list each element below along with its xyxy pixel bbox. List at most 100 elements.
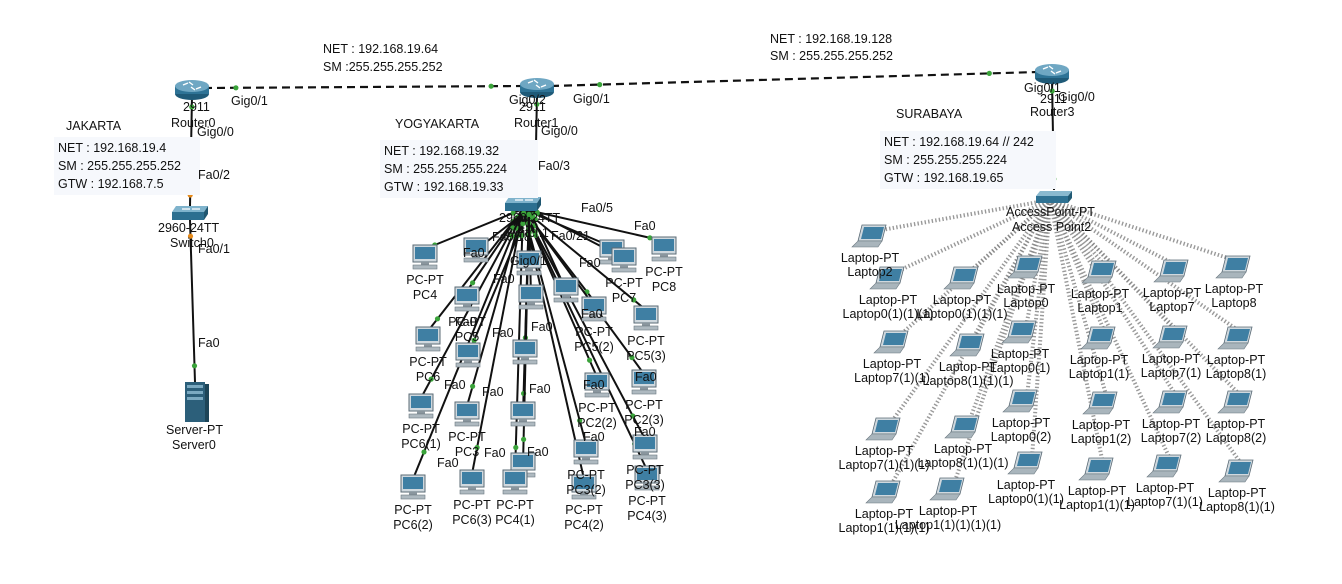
wireless-link-laptop-7	[896, 198, 1052, 339]
laptop-icon[interactable]	[1152, 325, 1188, 349]
laptop-icon[interactable]	[865, 480, 901, 504]
laptop-name-label: Laptop7(1)(1)(1)	[838, 458, 930, 472]
server-name: Server0	[172, 438, 216, 452]
wan-segment-2-net: NET : 192.168.19.128	[770, 32, 893, 46]
link-switch1-faint-2-end-b	[471, 337, 477, 343]
wireless-link-laptop-17	[888, 198, 1052, 426]
site-note-yogyakarta: NET : 192.168.19.32 SM : 255.255.255.224…	[380, 140, 538, 198]
switch-mid-icon[interactable]	[504, 196, 542, 212]
laptop-icon[interactable]	[1007, 451, 1043, 475]
laptop-icon[interactable]	[1081, 260, 1117, 284]
laptop-type-label: Laptop-PT	[1207, 486, 1267, 500]
laptop-icon[interactable]	[1146, 454, 1182, 478]
link-switch1-pc-5-end-b	[470, 280, 476, 286]
link-switch1-faint-2	[467, 208, 530, 356]
pc-icon[interactable]	[502, 469, 528, 495]
laptop-type-label: Laptop-PT	[1071, 418, 1131, 432]
site-name-jakarta: JAKARTA	[66, 119, 122, 133]
pc-icon[interactable]	[633, 305, 659, 331]
site-note-surabaya: NET : 192.168.19.64 // 242 SM : 255.255.…	[880, 131, 1056, 189]
laptop-type-label: Laptop-PT	[1142, 286, 1202, 300]
laptop-type-label: Laptop-PT	[1135, 481, 1195, 495]
laptop-icon[interactable]	[1001, 320, 1037, 344]
laptop-icon[interactable]	[1215, 255, 1251, 279]
link-switch1-faint-5-end-b	[521, 436, 527, 442]
site-name-surabaya: SURABAYA	[896, 107, 963, 121]
link-switch0-server0-end-b	[191, 363, 198, 369]
pc-icon[interactable]	[512, 339, 538, 365]
pc-name-label: PC5(2)	[574, 340, 614, 354]
pc-name-label: PC2(2)	[577, 416, 617, 430]
laptop-icon[interactable]	[1152, 390, 1188, 414]
laptop-icon[interactable]	[851, 224, 887, 248]
server-icon[interactable]	[185, 382, 209, 422]
pc-icon[interactable]	[553, 277, 579, 303]
port-sw0-fa01: Fa0/1	[198, 242, 230, 256]
laptop-name-label: Laptop8	[1211, 296, 1257, 310]
laptop-icon[interactable]	[1078, 457, 1114, 481]
laptop-icon[interactable]	[1002, 389, 1038, 413]
wireless-link-laptop-22	[1048, 199, 1105, 465]
router-left-name: Router0	[171, 116, 216, 130]
pc-type-label: PC-PT	[645, 265, 683, 279]
laptop-type-label: Laptop-PT	[1067, 484, 1127, 498]
port-pc-fa0-n: Fa0	[484, 446, 506, 460]
wireless-link-laptop-6	[1049, 198, 1241, 264]
port-sw1-fa05: Fa0/5	[581, 201, 613, 215]
wireless-link-laptop-15	[1048, 198, 1179, 399]
pc-icon[interactable]	[415, 326, 441, 352]
pc-icon[interactable]	[459, 469, 485, 495]
port-pc-fa0-r: Fa0	[437, 456, 459, 470]
pc-icon[interactable]	[408, 393, 434, 419]
wireless-link-laptop-16	[1048, 198, 1244, 399]
laptop-type-label: Laptop-PT	[932, 293, 992, 307]
pc-icon[interactable]	[510, 401, 536, 427]
laptop-icon[interactable]	[1217, 326, 1253, 350]
pc-icon[interactable]	[611, 247, 637, 273]
router-left-model: 2911	[183, 100, 210, 114]
access-point-name: Access Point2	[1012, 220, 1092, 234]
pc-icon[interactable]	[455, 342, 481, 368]
laptop-icon[interactable]	[929, 477, 965, 501]
link-switch1-pc-10-end-b	[470, 383, 476, 389]
port-r0-gig00: Gig0/0	[197, 125, 234, 139]
pc-name-label: PC4(1)	[495, 513, 535, 527]
laptop-icon[interactable]	[1153, 259, 1189, 283]
pc-icon[interactable]	[400, 474, 426, 500]
laptop-type-label: Laptop-PT	[1070, 287, 1130, 301]
pc-icon[interactable]	[651, 236, 677, 262]
pc-name-label: PC3(2)	[566, 483, 606, 497]
laptop-icon[interactable]	[865, 417, 901, 441]
link-switch1-pc-7-end-b	[428, 376, 434, 382]
port-sw0-fa02: Fa0/2	[198, 168, 230, 182]
laptop-name-label: Laptop8(1)(1)	[1199, 500, 1275, 514]
port-sw1-gig01: Gig0/1	[510, 254, 547, 268]
laptop-icon[interactable]	[873, 330, 909, 354]
laptop-icon[interactable]	[1080, 326, 1116, 350]
laptop-name-label: Laptop7(1)(1)	[1127, 495, 1203, 509]
pc-icon[interactable]	[454, 401, 480, 427]
laptop-icon[interactable]	[1217, 390, 1253, 414]
switch-left-icon[interactable]	[171, 205, 209, 221]
laptop-icon[interactable]	[943, 266, 979, 290]
pc-type-label: PC-PT	[575, 325, 613, 339]
link-switch1-pc-14-end-b	[474, 444, 480, 451]
laptop-type-label: Laptop-PT	[1206, 353, 1266, 367]
laptop-icon[interactable]	[949, 333, 985, 357]
port-sw1-fa03: Fa0/3	[538, 159, 570, 173]
pc-icon[interactable]	[518, 284, 544, 310]
link-router0-switch0-end-a	[189, 104, 195, 110]
pc-icon[interactable]	[412, 244, 438, 270]
laptop-icon[interactable]	[944, 415, 980, 439]
laptop-icon[interactable]	[1218, 459, 1254, 483]
pc-icon[interactable]	[454, 286, 480, 312]
pc-name-label: PC4(2)	[564, 518, 604, 532]
laptop-type-label: Laptop-PT	[938, 360, 998, 374]
access-point-icon[interactable]	[1036, 191, 1072, 203]
port-r3-gig01: Gig0/1	[1024, 81, 1061, 95]
router-left-icon[interactable]	[174, 79, 210, 101]
link-switch0-server0	[189, 219, 196, 383]
router-right-model: 2911	[1040, 92, 1067, 106]
link-switch1-faint-8-end-a	[526, 211, 532, 217]
